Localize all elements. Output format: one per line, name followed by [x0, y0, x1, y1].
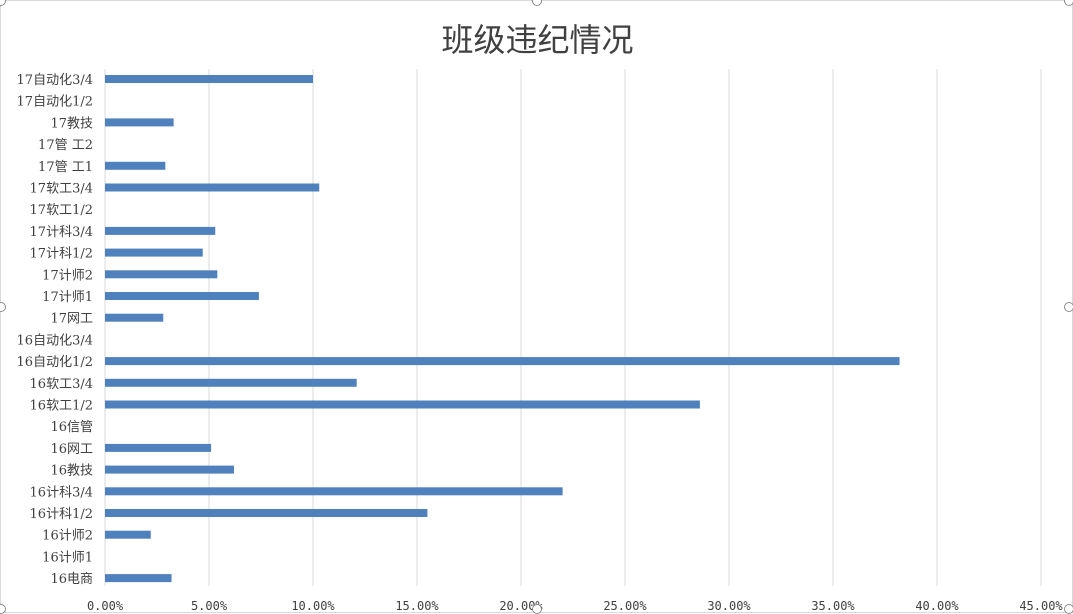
y-tick-label: 17网工: [50, 312, 93, 327]
bar: [105, 487, 563, 496]
x-tick-label: 0.00%: [87, 599, 124, 613]
bar: [105, 161, 166, 170]
y-tick-label: 17管 工2: [38, 138, 93, 153]
y-tick-label: 16网工: [50, 442, 93, 457]
bar: [105, 357, 900, 366]
y-tick-label: 16软工3/4: [30, 377, 93, 392]
resize-handle-top-center[interactable]: [532, 0, 542, 6]
y-tick-label: 16自动化1/2: [17, 355, 93, 370]
y-tick-label: 17计科1/2: [30, 247, 93, 262]
resize-handle-top-right[interactable]: [1064, 0, 1073, 6]
x-tick-label: 10.00%: [291, 599, 335, 613]
bar: [105, 530, 151, 539]
chart-title: 班级违纪情况: [441, 21, 634, 59]
bar: [105, 378, 357, 387]
y-tick-label: 17教技: [50, 115, 93, 131]
bar: [105, 509, 428, 517]
bar: [105, 443, 212, 452]
bar: [105, 400, 700, 409]
bar: [105, 75, 313, 83]
bar: [105, 226, 216, 235]
y-tick-label: 16信管: [50, 420, 93, 435]
resize-handle-middle-left[interactable]: [0, 302, 6, 312]
y-tick-label: 16计科1/2: [30, 507, 93, 522]
bar: [105, 118, 174, 127]
y-tick-label: 17自动化3/4: [17, 73, 93, 88]
x-tick-label: 40.00%: [915, 599, 959, 613]
bar: [105, 248, 203, 257]
bar: [105, 313, 164, 322]
y-tick-label: 16软工1/2: [30, 399, 93, 414]
x-tick-label: 45.00%: [1019, 599, 1063, 613]
y-tick-label: 16电商: [50, 572, 93, 587]
x-tick-label: 15.00%: [395, 599, 439, 613]
y-tick-label: 16计师2: [42, 529, 93, 544]
y-tick-label: 17管 工1: [38, 160, 93, 175]
bar: [105, 574, 172, 583]
y-tick-label: 16计师1: [42, 550, 93, 565]
y-tick-label: 17软工3/4: [30, 182, 93, 197]
y-tick-label: 16教技: [50, 463, 93, 479]
y-tick-label: 16自动化3/4: [17, 333, 93, 348]
x-tick-label: 35.00%: [811, 599, 855, 613]
y-tick-label: 17计科3/4: [30, 225, 93, 240]
y-tick-label: 17自动化1/2: [17, 95, 93, 110]
x-tick-label: 5.00%: [191, 599, 228, 613]
x-tick-label: 30.00%: [707, 599, 751, 613]
y-tick-label: 17计师1: [42, 290, 93, 305]
x-tick-label: 25.00%: [603, 599, 647, 613]
y-tick-label: 16计科3/4: [30, 485, 93, 500]
bar: [105, 292, 259, 300]
bar: [105, 270, 218, 279]
bar: [105, 465, 234, 474]
bar: [105, 183, 320, 192]
y-tick-label: 17计师2: [42, 268, 93, 283]
resize-handle-middle-right[interactable]: [1064, 302, 1073, 312]
resize-handle-top-left[interactable]: [0, 0, 6, 6]
y-tick-label: 17软工1/2: [30, 203, 93, 218]
